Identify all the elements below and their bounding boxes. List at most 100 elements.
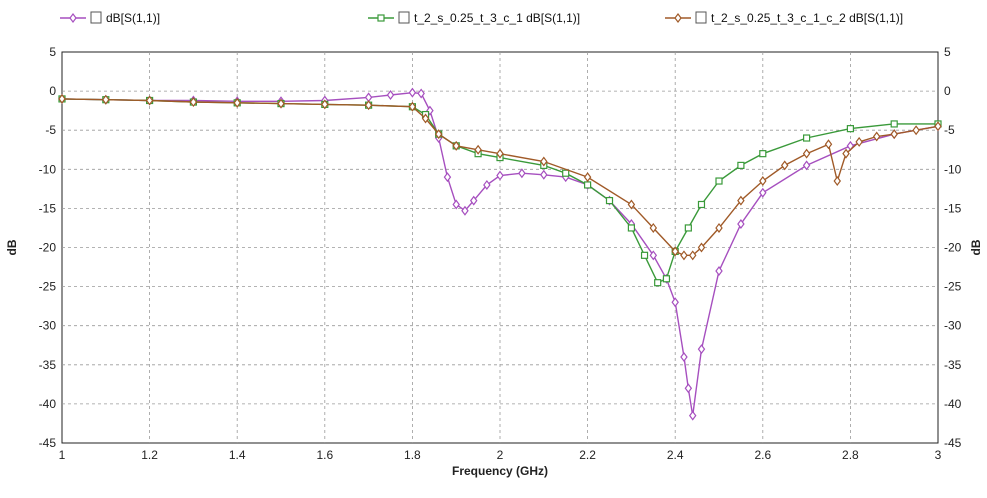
data-point xyxy=(684,383,693,394)
y-tick-label-right: -40 xyxy=(944,397,962,411)
data-point xyxy=(605,196,614,205)
y-tick-label-right: 0 xyxy=(944,84,951,98)
data-point xyxy=(842,148,850,159)
legend-label: dB[S(1,1)] xyxy=(106,11,160,25)
y-tick-label-left: -35 xyxy=(39,358,57,372)
data-point xyxy=(654,279,662,287)
legend-checkbox[interactable] xyxy=(695,11,707,24)
data-point xyxy=(662,275,671,283)
x-tick-label: 3 xyxy=(935,448,942,462)
data-point xyxy=(583,181,592,189)
legend-item-1[interactable]: dB[S(1,1)] xyxy=(60,11,160,25)
data-point xyxy=(802,134,811,142)
data-point xyxy=(674,13,682,23)
data-point xyxy=(562,169,570,177)
y-tick-label-right: -30 xyxy=(944,319,962,333)
data-point xyxy=(780,160,789,171)
data-point xyxy=(684,224,692,232)
data-point xyxy=(688,410,697,421)
data-point xyxy=(540,169,548,180)
data-point xyxy=(321,99,329,110)
x-tick-label: 1.4 xyxy=(229,448,246,462)
data-point xyxy=(640,251,649,259)
data-point xyxy=(277,98,285,109)
y-tick-label-left: -45 xyxy=(39,436,57,450)
data-point xyxy=(715,177,723,185)
data-point xyxy=(496,170,504,181)
y-axis-right-title: dB xyxy=(969,239,983,255)
data-point xyxy=(417,88,425,99)
y-tick-label-right: -15 xyxy=(944,201,962,215)
data-point xyxy=(697,200,706,209)
data-point xyxy=(680,250,688,261)
legend-label: t_2_s_0.25_t_3_c_1_c_2 dB[S(1,1)] xyxy=(711,11,903,25)
y-tick-label-right: -5 xyxy=(944,123,955,137)
data-point xyxy=(452,140,460,151)
legend-checkbox[interactable] xyxy=(398,11,410,24)
legend-label: t_2_s_0.25_t_3_c_1 dB[S(1,1)] xyxy=(414,11,580,25)
y-tick-label-left: 5 xyxy=(49,45,56,59)
series-3 xyxy=(58,93,942,261)
data-point xyxy=(386,90,395,101)
y-tick-label-right: -35 xyxy=(944,358,962,372)
y-tick-label-right: -25 xyxy=(944,280,962,294)
grid xyxy=(62,52,938,443)
x-tick-label: 2.4 xyxy=(667,448,684,462)
legend-item-2[interactable]: t_2_s_0.25_t_3_c_1 dB[S(1,1)] xyxy=(368,11,580,25)
data-point xyxy=(377,14,385,22)
data-point xyxy=(872,131,881,142)
data-point xyxy=(890,120,898,128)
data-point xyxy=(912,125,920,136)
data-point xyxy=(461,205,469,216)
data-point xyxy=(540,156,548,167)
data-point xyxy=(145,95,154,106)
y-tick-label-right: 5 xyxy=(944,45,951,59)
data-point xyxy=(759,150,767,158)
data-point xyxy=(934,121,942,132)
x-tick-label: 2.6 xyxy=(754,448,771,462)
y-tick-label-left: -40 xyxy=(39,397,57,411)
legend-item-3[interactable]: t_2_s_0.25_t_3_c_1_c_2 dB[S(1,1)] xyxy=(665,11,903,25)
data-point xyxy=(483,179,491,190)
data-point xyxy=(737,161,745,169)
y-axis-right-ticks: 5 0 -5 -10 -15 -20 -25 -30 -35 -40 -45 xyxy=(944,45,962,450)
x-tick-label: 1.2 xyxy=(141,448,158,462)
y-tick-label-left: -15 xyxy=(39,201,57,215)
x-axis-ticks: 1 1.2 1.4 1.6 1.8 2 2.2 2.4 2.6 2.8 3 xyxy=(59,448,942,462)
data-point xyxy=(69,13,77,23)
y-tick-label-right: -45 xyxy=(944,436,962,450)
data-point xyxy=(443,172,452,183)
data-point xyxy=(627,224,636,232)
data-point xyxy=(421,113,430,124)
y-axis-left-ticks: 5 0 -5 -10 -15 -20 -25 -30 -35 -40 -45 xyxy=(39,45,57,450)
data-point xyxy=(833,176,842,187)
data-point xyxy=(697,242,706,253)
series-layer xyxy=(58,87,942,421)
data-point xyxy=(469,195,478,206)
x-tick-label: 2.8 xyxy=(842,448,859,462)
data-point xyxy=(688,250,697,261)
data-point xyxy=(890,129,898,140)
data-point xyxy=(680,351,688,362)
x-tick-label: 2 xyxy=(497,448,504,462)
legend-checkbox[interactable] xyxy=(90,11,102,24)
y-tick-label-left: -10 xyxy=(39,162,57,176)
legend: dB[S(1,1)] t_2_s_0.25_t_3_c_1 dB[S(1,1)] t… xyxy=(60,11,903,25)
data-point xyxy=(802,160,811,171)
y-tick-label-right: -10 xyxy=(944,162,962,176)
data-point xyxy=(671,297,679,308)
data-point xyxy=(671,246,679,257)
data-point xyxy=(408,87,417,98)
data-point xyxy=(233,97,241,108)
y-tick-label-left: -20 xyxy=(39,241,57,255)
data-point xyxy=(855,136,863,147)
data-point xyxy=(649,222,658,233)
data-point xyxy=(583,172,592,183)
data-point xyxy=(102,94,110,105)
data-point xyxy=(759,176,767,187)
data-point xyxy=(802,148,811,159)
y-tick-label-left: -5 xyxy=(45,123,56,137)
x-tick-label: 1.6 xyxy=(316,448,333,462)
data-point xyxy=(189,97,198,108)
